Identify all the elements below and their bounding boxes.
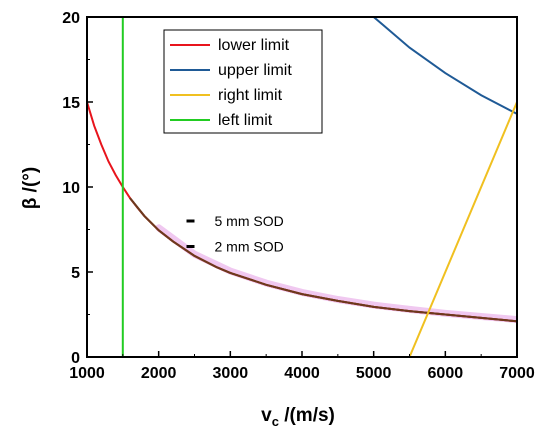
x-tick-label: 5000 (356, 365, 392, 382)
overlay-trace-2-mm-sod (129, 197, 517, 323)
y-tick-label: 10 (62, 180, 80, 197)
legend-label-left-limit: left limit (218, 112, 273, 129)
series-line-right-limit (408, 101, 517, 357)
series-line-upper-limit (373, 17, 517, 115)
x-tick-label: 1000 (69, 365, 105, 382)
annotation-2-mm-sod: 2 mm SOD (215, 239, 284, 255)
y-tick-label: 15 (62, 95, 80, 112)
legend-label-right-limit: right limit (218, 87, 283, 104)
x-tick-label: 6000 (428, 365, 464, 382)
y-axis-title: β /(°) (20, 167, 41, 209)
series-layer (87, 17, 517, 357)
annotations-layer: 5 mm SOD 2 mm SOD (186, 213, 284, 255)
legend-label-upper-limit: upper limit (218, 62, 292, 79)
series-line-lower-limit (87, 101, 517, 323)
x-tick-label: 2000 (141, 365, 177, 382)
annotation-5-mm-sod: 5 mm SOD (215, 213, 284, 229)
ticks-layer: 1000 2000 3000 4000 5000 6000 7000 0 5 10 15 20 (62, 10, 535, 382)
x-tick-label: 3000 (213, 365, 249, 382)
overlay-5-mm-sod (155, 224, 517, 324)
legend-label-lower-limit: lower limit (218, 37, 290, 54)
y-tick-label: 5 (71, 265, 80, 282)
legend-box (163, 29, 323, 134)
x-tick-label: 7000 (499, 365, 535, 382)
y-tick-label: 20 (62, 10, 80, 27)
x-axis-title: vc /(m/s) (261, 405, 335, 429)
y-tick-label: 0 (71, 350, 80, 367)
overlay-2-mm-sod (129, 197, 517, 323)
legend: lower limit upper limit right limit left li… (163, 29, 323, 134)
x-tick-label: 4000 (284, 365, 320, 382)
